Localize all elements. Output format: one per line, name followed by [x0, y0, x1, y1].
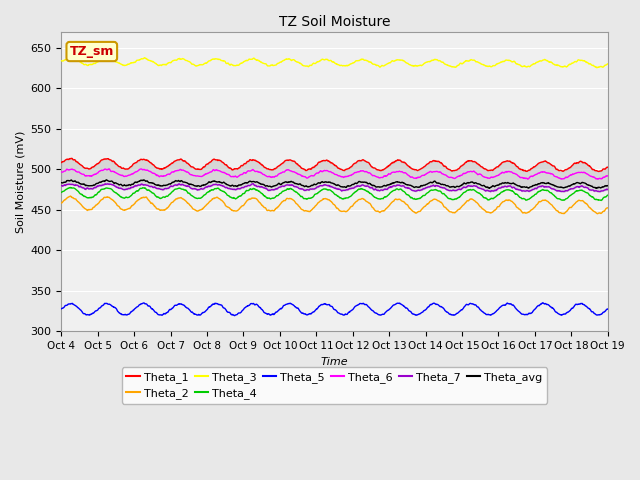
Title: TZ Soil Moisture: TZ Soil Moisture: [279, 15, 390, 29]
Legend: Theta_1, Theta_2, Theta_3, Theta_4, Theta_5, Theta_6, Theta_7, Theta_avg: Theta_1, Theta_2, Theta_3, Theta_4, Thet…: [122, 367, 547, 404]
Text: TZ_sm: TZ_sm: [70, 45, 114, 58]
X-axis label: Time: Time: [321, 357, 348, 367]
Y-axis label: Soil Moisture (mV): Soil Moisture (mV): [15, 130, 25, 233]
